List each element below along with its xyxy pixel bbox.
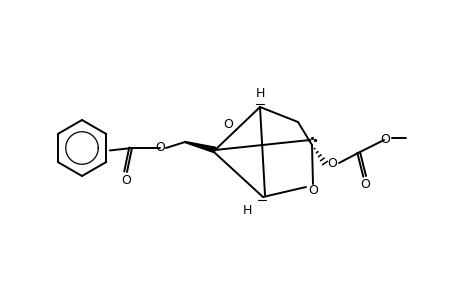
Text: O: O bbox=[359, 178, 369, 191]
Text: H: H bbox=[255, 86, 264, 100]
Text: O: O bbox=[121, 175, 131, 188]
Polygon shape bbox=[185, 142, 215, 153]
Text: H: H bbox=[242, 205, 251, 218]
Text: O: O bbox=[379, 133, 389, 146]
Text: O: O bbox=[223, 118, 232, 130]
Text: O: O bbox=[155, 140, 165, 154]
Text: O: O bbox=[308, 184, 317, 197]
Text: O: O bbox=[326, 157, 336, 169]
